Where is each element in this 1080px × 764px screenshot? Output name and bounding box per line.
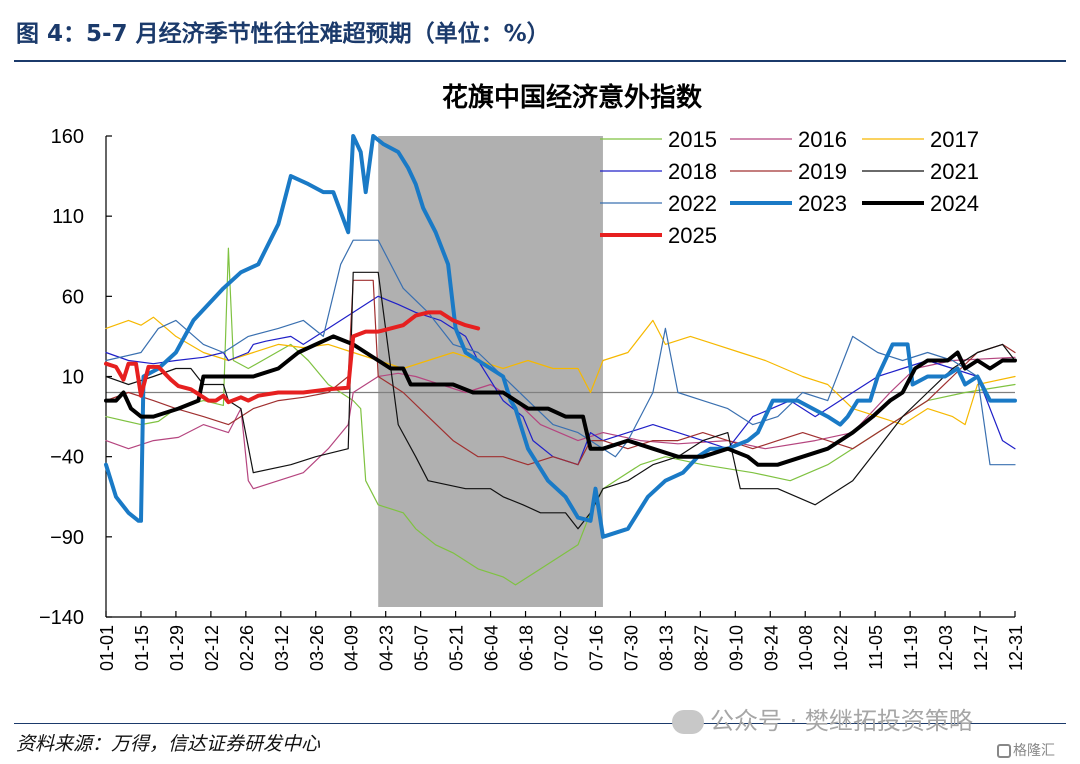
y-tick-label: −140 [39, 607, 84, 629]
y-tick-label: 60 [62, 286, 84, 308]
x-tick-label: 12-31 [1006, 625, 1026, 671]
x-tick-label: 03-26 [307, 625, 327, 671]
x-tick-label: 07-30 [621, 625, 641, 671]
legend-label-2015: 2015 [668, 127, 717, 152]
gelonghui-logo-icon [997, 744, 1011, 758]
x-tick-label: 06-18 [517, 625, 537, 671]
x-tick-label: 12-03 [936, 625, 956, 671]
x-tick-label: 09-24 [761, 625, 781, 671]
series-line-2015 [105, 247, 1016, 586]
x-tick-label: 06-04 [482, 625, 502, 671]
legend-label-2019: 2019 [798, 159, 847, 184]
legend-label-2021: 2021 [930, 159, 979, 184]
legend-label-2024: 2024 [930, 191, 979, 216]
series-line-2019 [105, 279, 1016, 466]
x-tick-label: 10-08 [796, 625, 816, 671]
brand-text: 格隆汇 [1013, 743, 1055, 759]
x-tick-label: 01-01 [97, 625, 117, 671]
x-tick-label: 11-05 [866, 625, 886, 670]
series-group [104, 134, 1017, 586]
legend-label-2016: 2016 [798, 127, 847, 152]
x-tick-label: 10-22 [831, 625, 851, 671]
legend-label-2022: 2022 [668, 191, 717, 216]
y-tick-label: 110 [52, 206, 84, 228]
watermark-text: 公众号 · 樊继拓投资策略 [710, 707, 973, 735]
y-tick-label: −40 [50, 447, 84, 469]
source-rule [14, 723, 1066, 724]
x-tick-label: 04-23 [377, 625, 397, 671]
legend-label-2023: 2023 [798, 191, 847, 216]
chart-title: 花旗中国经济意外指数 [442, 82, 703, 112]
watermark: 公众号 · 樊继拓投资策略 [672, 701, 973, 736]
y-tick-label: 10 [62, 367, 84, 389]
y-tick-label: −90 [50, 527, 84, 549]
series-line-2025 [104, 310, 481, 405]
shaded-period [378, 136, 603, 607]
x-tick-label: 08-27 [691, 625, 711, 671]
x-tick-label: 01-15 [132, 625, 152, 671]
brand-mark: 格隆汇 [997, 740, 1055, 760]
x-tick-label: 07-16 [586, 625, 606, 671]
legend-label-2018: 2018 [668, 159, 717, 184]
x-tick-label: 02-26 [237, 625, 257, 671]
title-rule [14, 60, 1066, 62]
legend: 2015 2016 2017 2018 2019 2021 2022 2023 2024 2025 [600, 127, 979, 248]
axes: 160 110 60 10 −40 −90 −140 01-01 01-15 01-29 02-12… [39, 126, 1026, 671]
series-line-2017 [105, 316, 1016, 426]
series-line-2024 [104, 334, 1017, 467]
source-note: 资料来源：万得，信达证券研发中心 [16, 733, 321, 755]
x-tick-label: 09-10 [726, 625, 746, 671]
x-tick-label: 04-09 [342, 625, 362, 671]
y-tick-label: 160 [51, 126, 84, 148]
legend-label-2025: 2025 [668, 223, 717, 248]
x-tick-label: 11-19 [901, 625, 921, 670]
x-tick-label: 01-29 [167, 625, 187, 671]
x-tick-label: 08-13 [656, 625, 676, 671]
x-tick-label: 05-21 [447, 625, 467, 671]
figure-title: 图 4：5-7 月经济季节性往往难超预期（单位：%） [16, 21, 550, 47]
x-tick-label: 07-02 [552, 625, 572, 671]
x-tick-label: 12-17 [971, 625, 991, 671]
x-tick-label: 02-12 [202, 625, 222, 671]
legend-label-2017: 2017 [930, 127, 979, 152]
series-line-2018 [105, 295, 1016, 466]
series-line-2023 [104, 134, 1017, 539]
x-tick-label: 03-12 [272, 625, 292, 671]
wechat-icon [672, 710, 704, 734]
x-tick-label: 05-07 [412, 625, 432, 671]
